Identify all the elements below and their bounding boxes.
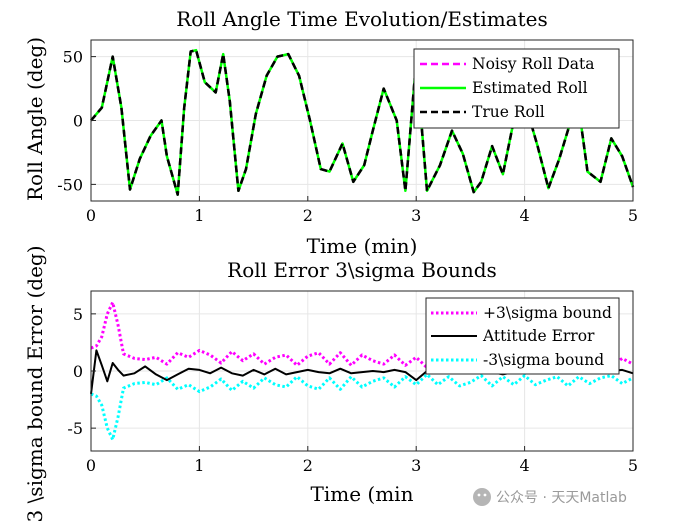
wechat-icon <box>473 488 491 506</box>
error-x-tick-label-5: 5 <box>628 456 638 475</box>
error-chart-tick-marks <box>90 313 634 451</box>
roll-x-tick-label-0: 0 <box>86 206 96 225</box>
roll-y-tick-label-0: -50 <box>57 175 83 194</box>
roll-x-tick-label-3: 3 <box>411 206 421 225</box>
error-chart-title: Roll Error 3\sigma Bounds <box>227 258 497 282</box>
watermark-text: 公众号 · 天天Matlab <box>496 490 627 506</box>
wechat-icon-eye-right <box>483 493 487 497</box>
legend-label-true-roll: True Roll <box>472 103 545 121</box>
series-line-minus-3sigma <box>90 372 634 442</box>
roll-chart-legend: Noisy Roll Data Estimated Roll True Roll <box>413 48 620 129</box>
series-line-true-roll <box>90 48 635 196</box>
roll-y-tick-label-2: 50 <box>63 48 83 67</box>
error-chart-legend: +3\sigma bound Attitude Error -3\sigma b… <box>425 297 620 375</box>
legend-label-minus-3sigma: -3\sigma bound <box>483 351 604 369</box>
roll-x-tick-label-2: 2 <box>303 206 313 225</box>
roll-x-tick-label-4: 4 <box>520 206 530 225</box>
series-line-plus-3sigma <box>90 300 634 370</box>
wechat-icon-eye-left <box>477 493 481 497</box>
error-x-tick-label-3: 3 <box>411 456 421 475</box>
roll-chart-title: Roll Angle Time Evolution/Estimates <box>176 7 548 31</box>
error-x-tick-label-1: 1 <box>194 456 204 475</box>
error-x-tick-label-0: 0 <box>86 456 96 475</box>
roll-x-tick-label-5: 5 <box>628 206 638 225</box>
roll-angle-chart: Roll Angle Time Evolution/Estimates 0 1 … <box>23 7 638 258</box>
roll-y-axis-label: Roll Angle (deg) <box>23 37 47 201</box>
watermark: 公众号 · 天天Matlab <box>473 488 627 506</box>
roll-x-axis-label: Time (min) <box>307 234 418 258</box>
error-x-tick-label-2: 2 <box>303 456 313 475</box>
legend-label-noisy-roll: Noisy Roll Data <box>472 55 594 73</box>
legend-label-estimated-roll: Estimated Roll <box>472 79 588 97</box>
roll-error-chart: Roll Error 3\sigma Bounds 0 1 2 3 4 5 -5… <box>23 245 638 522</box>
error-x-tick-label-4: 4 <box>520 456 530 475</box>
legend-label-plus-3sigma: +3\sigma bound <box>483 304 612 322</box>
error-y-tick-label-0: -5 <box>67 419 83 438</box>
roll-chart-tick-marks <box>90 56 634 201</box>
error-y-tick-label-2: 5 <box>73 305 83 324</box>
roll-y-tick-label-1: 0 <box>73 112 83 131</box>
roll-chart-series <box>90 48 635 196</box>
error-x-axis-label: Time (min <box>311 482 414 506</box>
error-y-axis-label: 3 \sigma bound Error (deg) <box>23 245 47 522</box>
error-y-tick-label-1: 0 <box>73 362 83 381</box>
roll-x-tick-label-1: 1 <box>194 206 204 225</box>
legend-label-attitude-error: Attitude Error <box>482 327 595 345</box>
